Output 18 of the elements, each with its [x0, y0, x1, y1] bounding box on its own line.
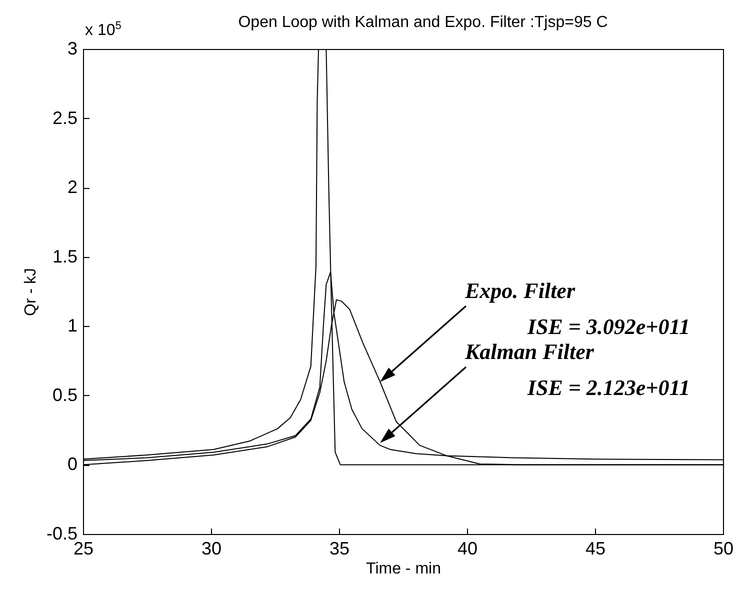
y-axis-title: Qr - kJ	[22, 268, 40, 316]
x-tick-label: 50	[713, 538, 734, 558]
y-tick-label: 0.5	[52, 384, 78, 405]
y-tick-label: 1.5	[52, 246, 78, 266]
x-tick-label: 35	[329, 538, 350, 558]
y-tick-label: 3	[67, 38, 78, 58]
annotation: Kalman Filter ISE = 2.123e+011	[464, 339, 690, 400]
x-tick-label: 45	[585, 538, 606, 558]
x-tick-label: 40	[457, 538, 478, 558]
chart-title: Open Loop with Kalman and Expo. Filter :Tjsp=95 C	[238, 14, 608, 31]
x-tick-label: 30	[201, 538, 222, 558]
y-tick-label: 2	[67, 177, 78, 198]
text: x 10$^{5}$	[85, 20, 122, 39]
x-axis-title: Time - min	[366, 560, 441, 578]
y-tick-label: 0	[67, 454, 78, 474]
y-tick-label: 1	[67, 316, 78, 336]
annotation: Expo. Filter ISE = 3.092e+011	[464, 278, 690, 339]
y-tick-label: 2.5	[52, 108, 78, 128]
